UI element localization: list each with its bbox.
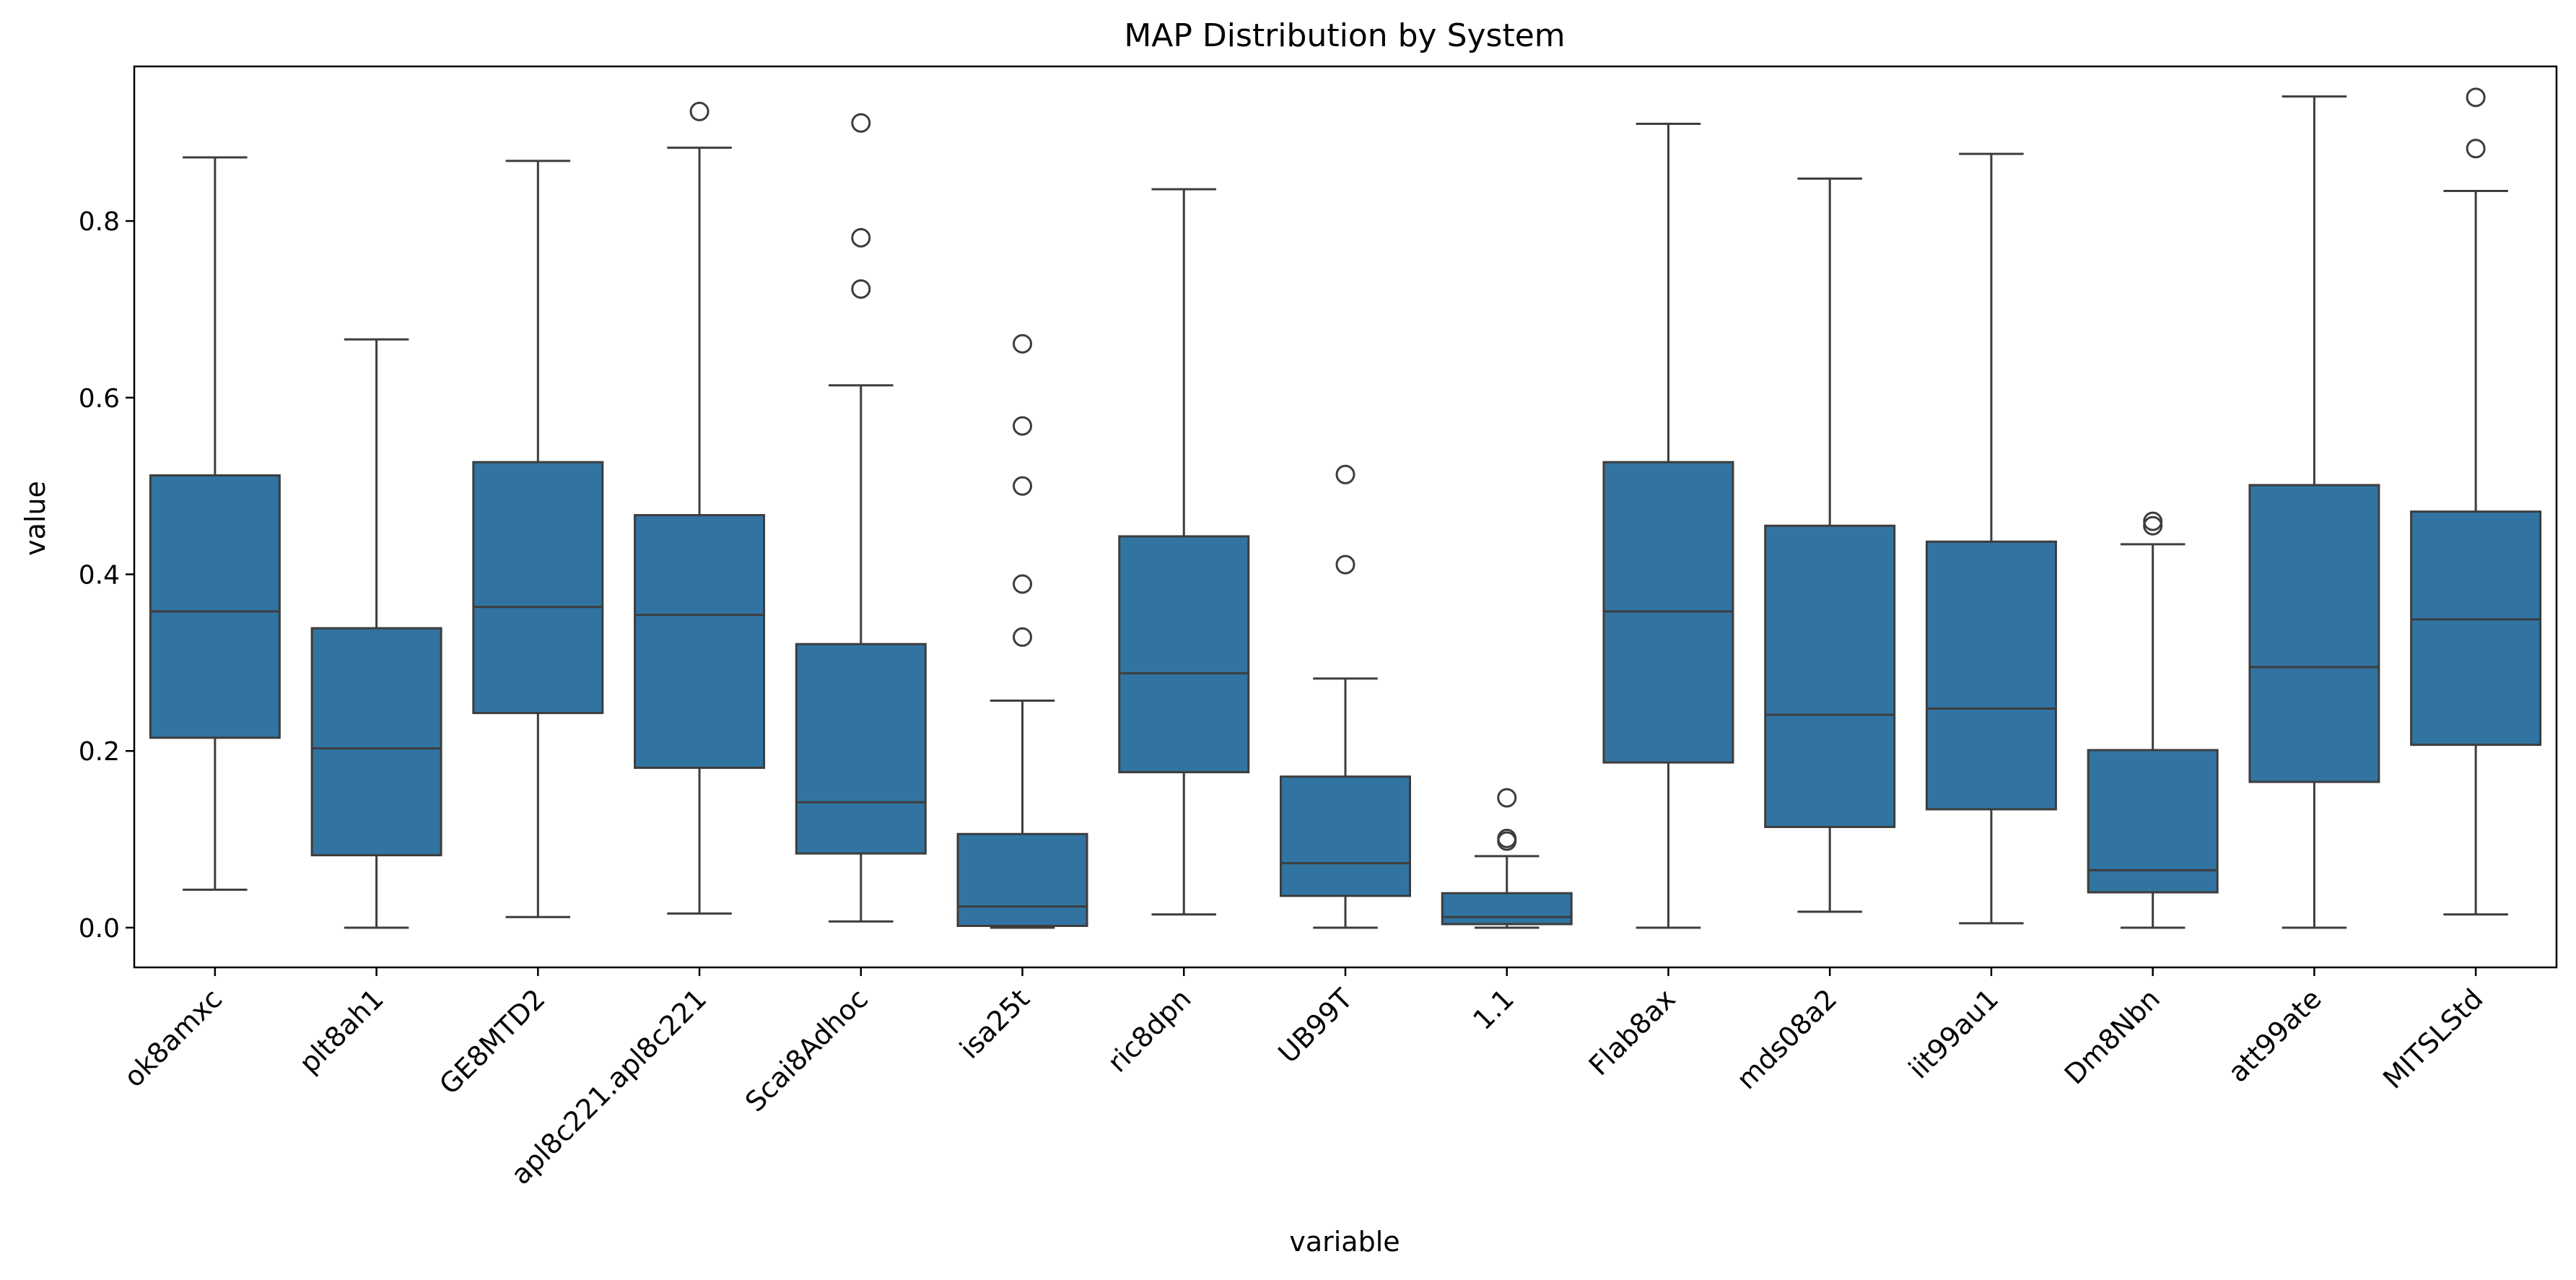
x-tick-label: ric8dpn <box>1101 983 1197 1079</box>
outlier-point <box>2466 87 2486 108</box>
outlier-point <box>2143 515 2163 536</box>
box-iqr <box>1764 524 1896 828</box>
outlier-point <box>689 101 710 121</box>
box-iqr <box>2087 749 2219 894</box>
outlier-point <box>1013 416 1033 436</box>
x-tick-label: Flab8ax <box>1583 983 1682 1081</box>
outlier-point <box>1335 464 1355 484</box>
outlier-point <box>1013 334 1033 354</box>
box-iqr <box>795 643 927 855</box>
outlier-point <box>851 227 871 248</box>
x-tick-label: ok8amxc <box>118 983 228 1093</box>
x-tick-label: mds08a2 <box>1730 983 1843 1095</box>
y-tick-label: 0.8 <box>79 207 120 237</box>
outlier-point <box>851 279 871 299</box>
outlier-point <box>1335 554 1355 575</box>
y-axis-label: value <box>19 481 51 556</box>
box-iqr <box>956 832 1088 927</box>
x-tick-label: 1.1 <box>1467 983 1520 1036</box>
x-tick-label: plt8ah1 <box>293 983 390 1079</box>
box-iqr <box>1925 540 2057 811</box>
outlier-point <box>1013 476 1033 496</box>
box-iqr <box>472 461 604 715</box>
x-tick-label: UB99T <box>1272 983 1359 1069</box>
outlier-point <box>1497 788 1517 808</box>
x-axis-label: variable <box>1289 1226 1400 1258</box>
x-tick-label: MITSLStd <box>2377 983 2489 1094</box>
y-tick-label: 0.0 <box>79 914 120 944</box>
box-iqr <box>310 627 442 857</box>
outlier-point <box>1013 574 1033 594</box>
x-tick-label: Scai8Adhoc <box>739 983 874 1118</box>
y-tick-label: 0.6 <box>79 384 120 414</box>
box-iqr <box>634 514 766 769</box>
outlier-point <box>851 113 871 133</box>
x-tick-label: isa25t <box>953 983 1036 1065</box>
outlier-point <box>1497 828 1517 848</box>
box-iqr <box>1441 892 1573 926</box>
outlier-point <box>2143 511 2163 531</box>
x-tick-label: iit99au1 <box>1903 983 2004 1084</box>
x-tick-label: GE8MTD2 <box>433 983 551 1100</box>
box-iqr <box>2248 484 2380 783</box>
y-tick-label: 0.2 <box>79 737 120 767</box>
x-tick-label: Dm8Nbn <box>2058 983 2166 1090</box>
outlier-point <box>1013 627 1033 647</box>
outlier-point <box>2466 139 2486 159</box>
plot-area-frame <box>133 65 2558 969</box>
box-iqr <box>2410 510 2542 746</box>
y-tick-label: 0.4 <box>79 561 120 591</box>
chart-title: MAP Distribution by System <box>1124 17 1565 54</box>
box-iqr <box>149 474 281 739</box>
x-tick-label: att99ate <box>2222 983 2327 1088</box>
box-iqr <box>1118 535 1250 774</box>
box-iqr <box>1280 775 1411 897</box>
